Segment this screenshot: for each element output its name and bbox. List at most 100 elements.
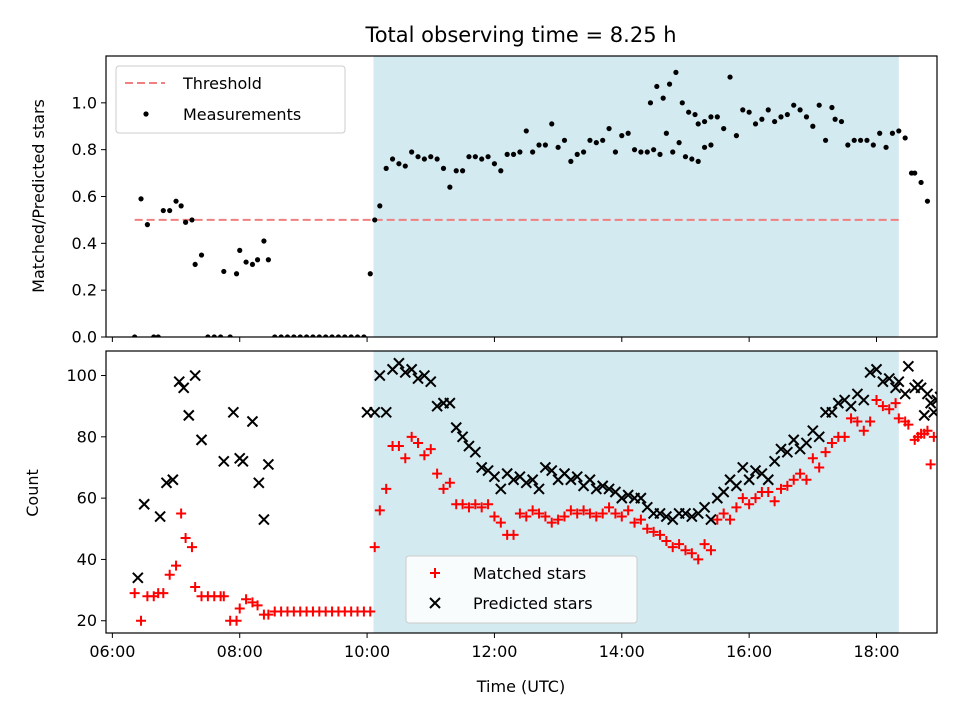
data-point — [918, 179, 924, 186]
data-point — [619, 133, 625, 139]
data-point — [832, 116, 838, 122]
data-point — [578, 505, 589, 516]
data-point — [348, 334, 354, 337]
data-point — [291, 334, 297, 337]
data-point — [504, 151, 510, 157]
data-point — [507, 474, 520, 486]
data-point — [369, 542, 380, 553]
data-point — [896, 128, 902, 134]
data-point — [160, 477, 173, 489]
data-point — [361, 334, 367, 337]
legend-predicted-swatch — [429, 597, 441, 609]
data-point — [858, 425, 869, 436]
data-point — [648, 526, 659, 537]
data-point — [546, 464, 558, 477]
data-point — [676, 140, 682, 146]
data-point — [498, 168, 504, 174]
data-point — [717, 486, 730, 498]
data-point — [699, 539, 710, 550]
data-point — [565, 505, 576, 516]
data-point — [428, 154, 434, 160]
data-point — [800, 437, 813, 449]
data-point — [530, 149, 536, 155]
data-point — [924, 198, 931, 204]
x-tick-label: 18:00 — [853, 642, 899, 661]
legend-measurements-swatch — [143, 111, 149, 117]
data-point — [495, 517, 506, 528]
data-point — [749, 464, 762, 477]
legend-label: Threshold — [182, 74, 262, 93]
data-point — [890, 398, 901, 409]
data-point — [241, 594, 252, 605]
data-point — [459, 168, 466, 174]
shaded-region-top — [373, 56, 899, 337]
y-axis-label-top: Matched/Predicted stars — [29, 99, 48, 293]
data-point — [520, 477, 532, 489]
data-point — [559, 511, 570, 522]
data-point — [526, 474, 539, 486]
count-panel: 20 40 60 80 100 06:00 08:00 10:00 12:00 14:00 16:0… — [66, 350, 938, 661]
x-axis-label: Time (UTC) — [476, 677, 565, 696]
data-point — [623, 505, 634, 516]
data-point — [788, 474, 799, 485]
y-tick-label: 0.6 — [72, 187, 97, 206]
data-point — [540, 511, 551, 522]
data-point — [737, 461, 749, 474]
data-point — [227, 406, 240, 419]
data-point — [409, 149, 415, 155]
data-point — [912, 170, 918, 176]
data-point — [673, 69, 679, 75]
data-point — [922, 425, 933, 436]
data-point — [593, 140, 599, 146]
data-point — [928, 406, 937, 419]
data-point — [132, 334, 138, 337]
data-point — [517, 149, 523, 155]
data-point — [221, 268, 227, 275]
data-point — [695, 158, 701, 164]
data-point — [167, 474, 179, 486]
data-point — [759, 116, 765, 122]
data-point — [521, 511, 532, 522]
data-point — [419, 450, 430, 461]
data-point — [406, 431, 417, 442]
data-point — [708, 114, 714, 120]
data-point — [272, 334, 278, 337]
data-point — [718, 508, 729, 519]
data-point — [839, 431, 850, 442]
y-tick-label: 80 — [77, 427, 97, 446]
data-point — [475, 461, 488, 474]
data-point — [546, 517, 557, 528]
y-tick-label: 0.2 — [72, 281, 97, 300]
data-point — [871, 395, 882, 406]
data-point — [173, 198, 179, 204]
data-point — [893, 413, 904, 424]
x-tick-label: 16:00 — [726, 642, 772, 661]
data-point — [553, 514, 564, 525]
data-point — [746, 109, 752, 115]
data-point — [925, 459, 936, 470]
data-point — [889, 382, 902, 394]
data-point — [772, 118, 778, 125]
data-point — [682, 154, 689, 160]
data-point — [527, 505, 538, 516]
legend-label: Measurements — [183, 105, 301, 124]
chart-title: Total observing time = 8.25 h — [364, 23, 676, 47]
data-point — [365, 606, 376, 617]
data-point — [877, 375, 889, 388]
data-point — [625, 130, 631, 136]
data-point — [708, 142, 714, 148]
data-point — [606, 125, 612, 132]
data-point — [655, 529, 665, 540]
data-point — [762, 474, 774, 486]
series-predicted-stars — [132, 357, 937, 584]
data-point — [425, 444, 436, 455]
data-point — [402, 163, 408, 169]
data-point — [763, 487, 774, 497]
data-point — [622, 489, 634, 501]
data-point — [813, 431, 825, 443]
data-point — [160, 207, 166, 214]
data-point — [542, 142, 548, 148]
data-point — [534, 508, 545, 519]
data-point — [205, 334, 211, 337]
data-point — [752, 121, 759, 127]
